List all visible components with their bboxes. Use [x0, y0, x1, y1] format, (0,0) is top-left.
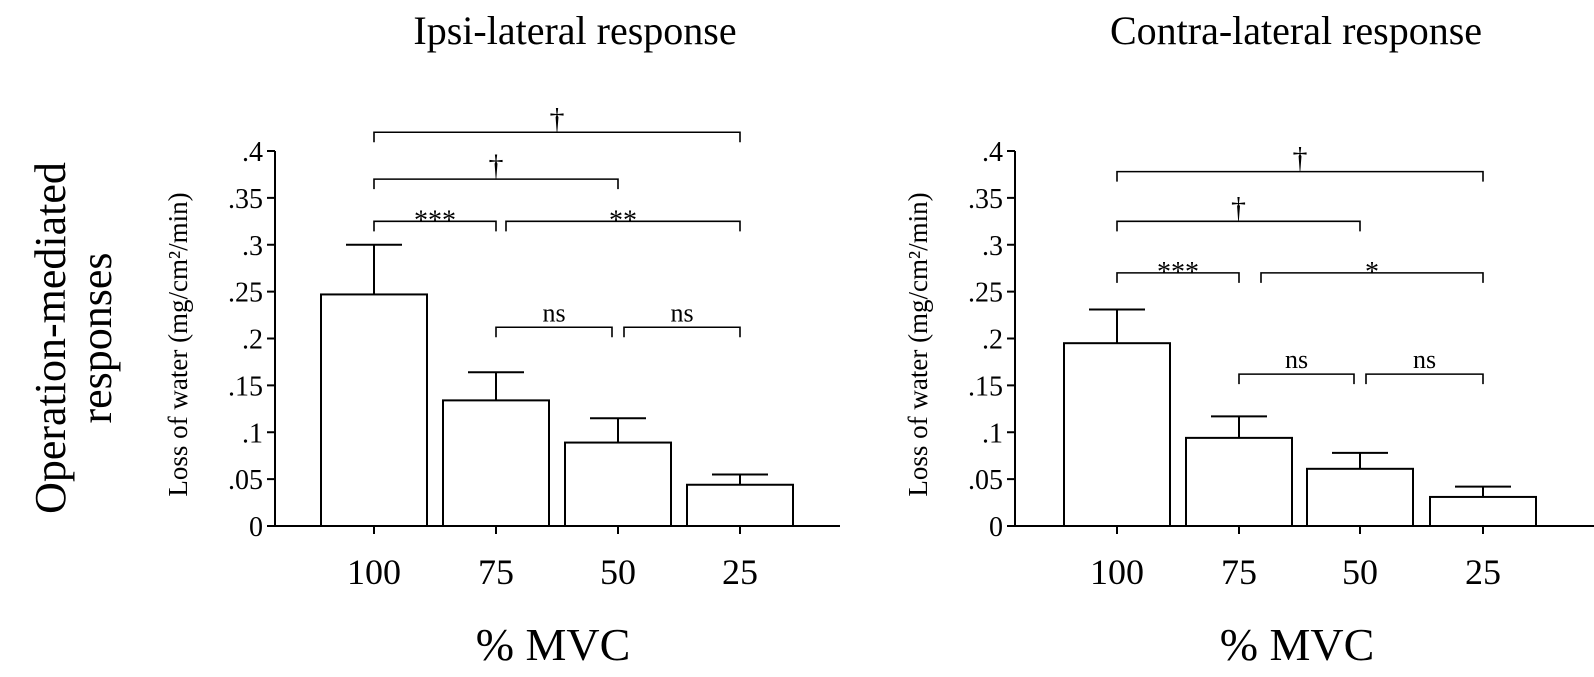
y-tick-label: .4 — [982, 137, 1003, 168]
bar-100 — [320, 293, 428, 527]
y-tick-label: 0 — [989, 512, 1003, 543]
significance-label: ns — [670, 298, 693, 327]
significance-bracket — [1116, 170, 1484, 182]
bar-50 — [1306, 467, 1414, 527]
row-label-line-1: Operation-mediated — [26, 162, 75, 514]
y-tick-label: .3 — [982, 231, 1003, 262]
y-tick-label: .15 — [968, 371, 1003, 402]
y-tick-label: .1 — [242, 418, 263, 449]
bar-25 — [686, 483, 794, 527]
bar-100 — [1063, 342, 1171, 527]
x-tick-label: 25 — [722, 552, 758, 592]
y-tick-label: .25 — [228, 278, 263, 309]
x-tick-label: 50 — [600, 552, 636, 592]
significance-label: * — [1365, 257, 1379, 288]
x-tick-label: 50 — [1342, 552, 1378, 592]
significance-label: † — [1231, 191, 1246, 224]
chart-title: Contra-lateral response — [1110, 8, 1482, 53]
ipsi-lateral-chart: Ipsi-lateral response % MVC Loss of water … — [163, 8, 840, 670]
significance-label: † — [489, 149, 504, 182]
y-tick-label: .4 — [242, 137, 263, 168]
bar-75 — [1185, 436, 1293, 527]
y-tick-label: .05 — [228, 465, 263, 496]
significance-bracket — [1116, 220, 1361, 232]
x-tick-label: 75 — [1221, 552, 1257, 592]
chart-title: Ipsi-lateral response — [413, 8, 736, 53]
y-tick-label: .25 — [968, 278, 1003, 309]
significance-label: *** — [414, 205, 456, 236]
significance-label: ns — [1413, 345, 1436, 374]
row-label: Operation-mediated responses — [26, 162, 121, 514]
significance-bracket — [1116, 272, 1240, 283]
y-tick-label: .35 — [968, 184, 1003, 215]
significance-bracket — [623, 326, 741, 338]
x-tick-label: 75 — [478, 552, 514, 592]
y-tick-label: .3 — [242, 231, 263, 262]
y-tick-label: 0 — [249, 512, 263, 543]
significance-label: † — [550, 102, 565, 135]
significance-bracket — [495, 326, 613, 338]
significance-bracket — [1238, 373, 1355, 385]
y-tick-label: .2 — [982, 325, 1003, 356]
y-axis-label: Loss of water (mg/cm²/min) — [163, 192, 193, 496]
significance-bracket — [1260, 272, 1484, 283]
significance-label: *** — [1157, 257, 1199, 288]
x-tick-label: 100 — [1090, 552, 1144, 592]
y-tick-label: .15 — [228, 371, 263, 402]
y-tick-label: .05 — [968, 465, 1003, 496]
significance-bracket — [373, 131, 741, 143]
significance-bracket — [505, 220, 741, 232]
bar-50 — [564, 441, 672, 527]
y-tick-label: .2 — [242, 325, 263, 356]
significance-bracket — [1365, 373, 1484, 385]
y-axis-label: Loss of water (mg/cm²/min) — [903, 192, 933, 496]
x-axis-label: % MVC — [1220, 619, 1375, 670]
significance-label: ns — [542, 298, 565, 327]
bar-25 — [1429, 495, 1537, 527]
significance-bracket — [373, 178, 619, 190]
y-tick-label: .35 — [228, 184, 263, 215]
bar-75 — [442, 399, 550, 527]
y-tick-label: .1 — [982, 418, 1003, 449]
x-tick-label: 100 — [347, 552, 401, 592]
significance-bracket — [373, 220, 497, 232]
significance-label: † — [1293, 142, 1308, 175]
significance-label: ns — [1285, 345, 1308, 374]
significance-label: ** — [609, 205, 637, 236]
row-label-line-2: responses — [72, 252, 121, 423]
x-tick-label: 25 — [1465, 552, 1501, 592]
contra-lateral-chart: Contra-lateral response % MVC Loss of wate… — [903, 8, 1594, 670]
x-axis-label: % MVC — [476, 619, 631, 670]
